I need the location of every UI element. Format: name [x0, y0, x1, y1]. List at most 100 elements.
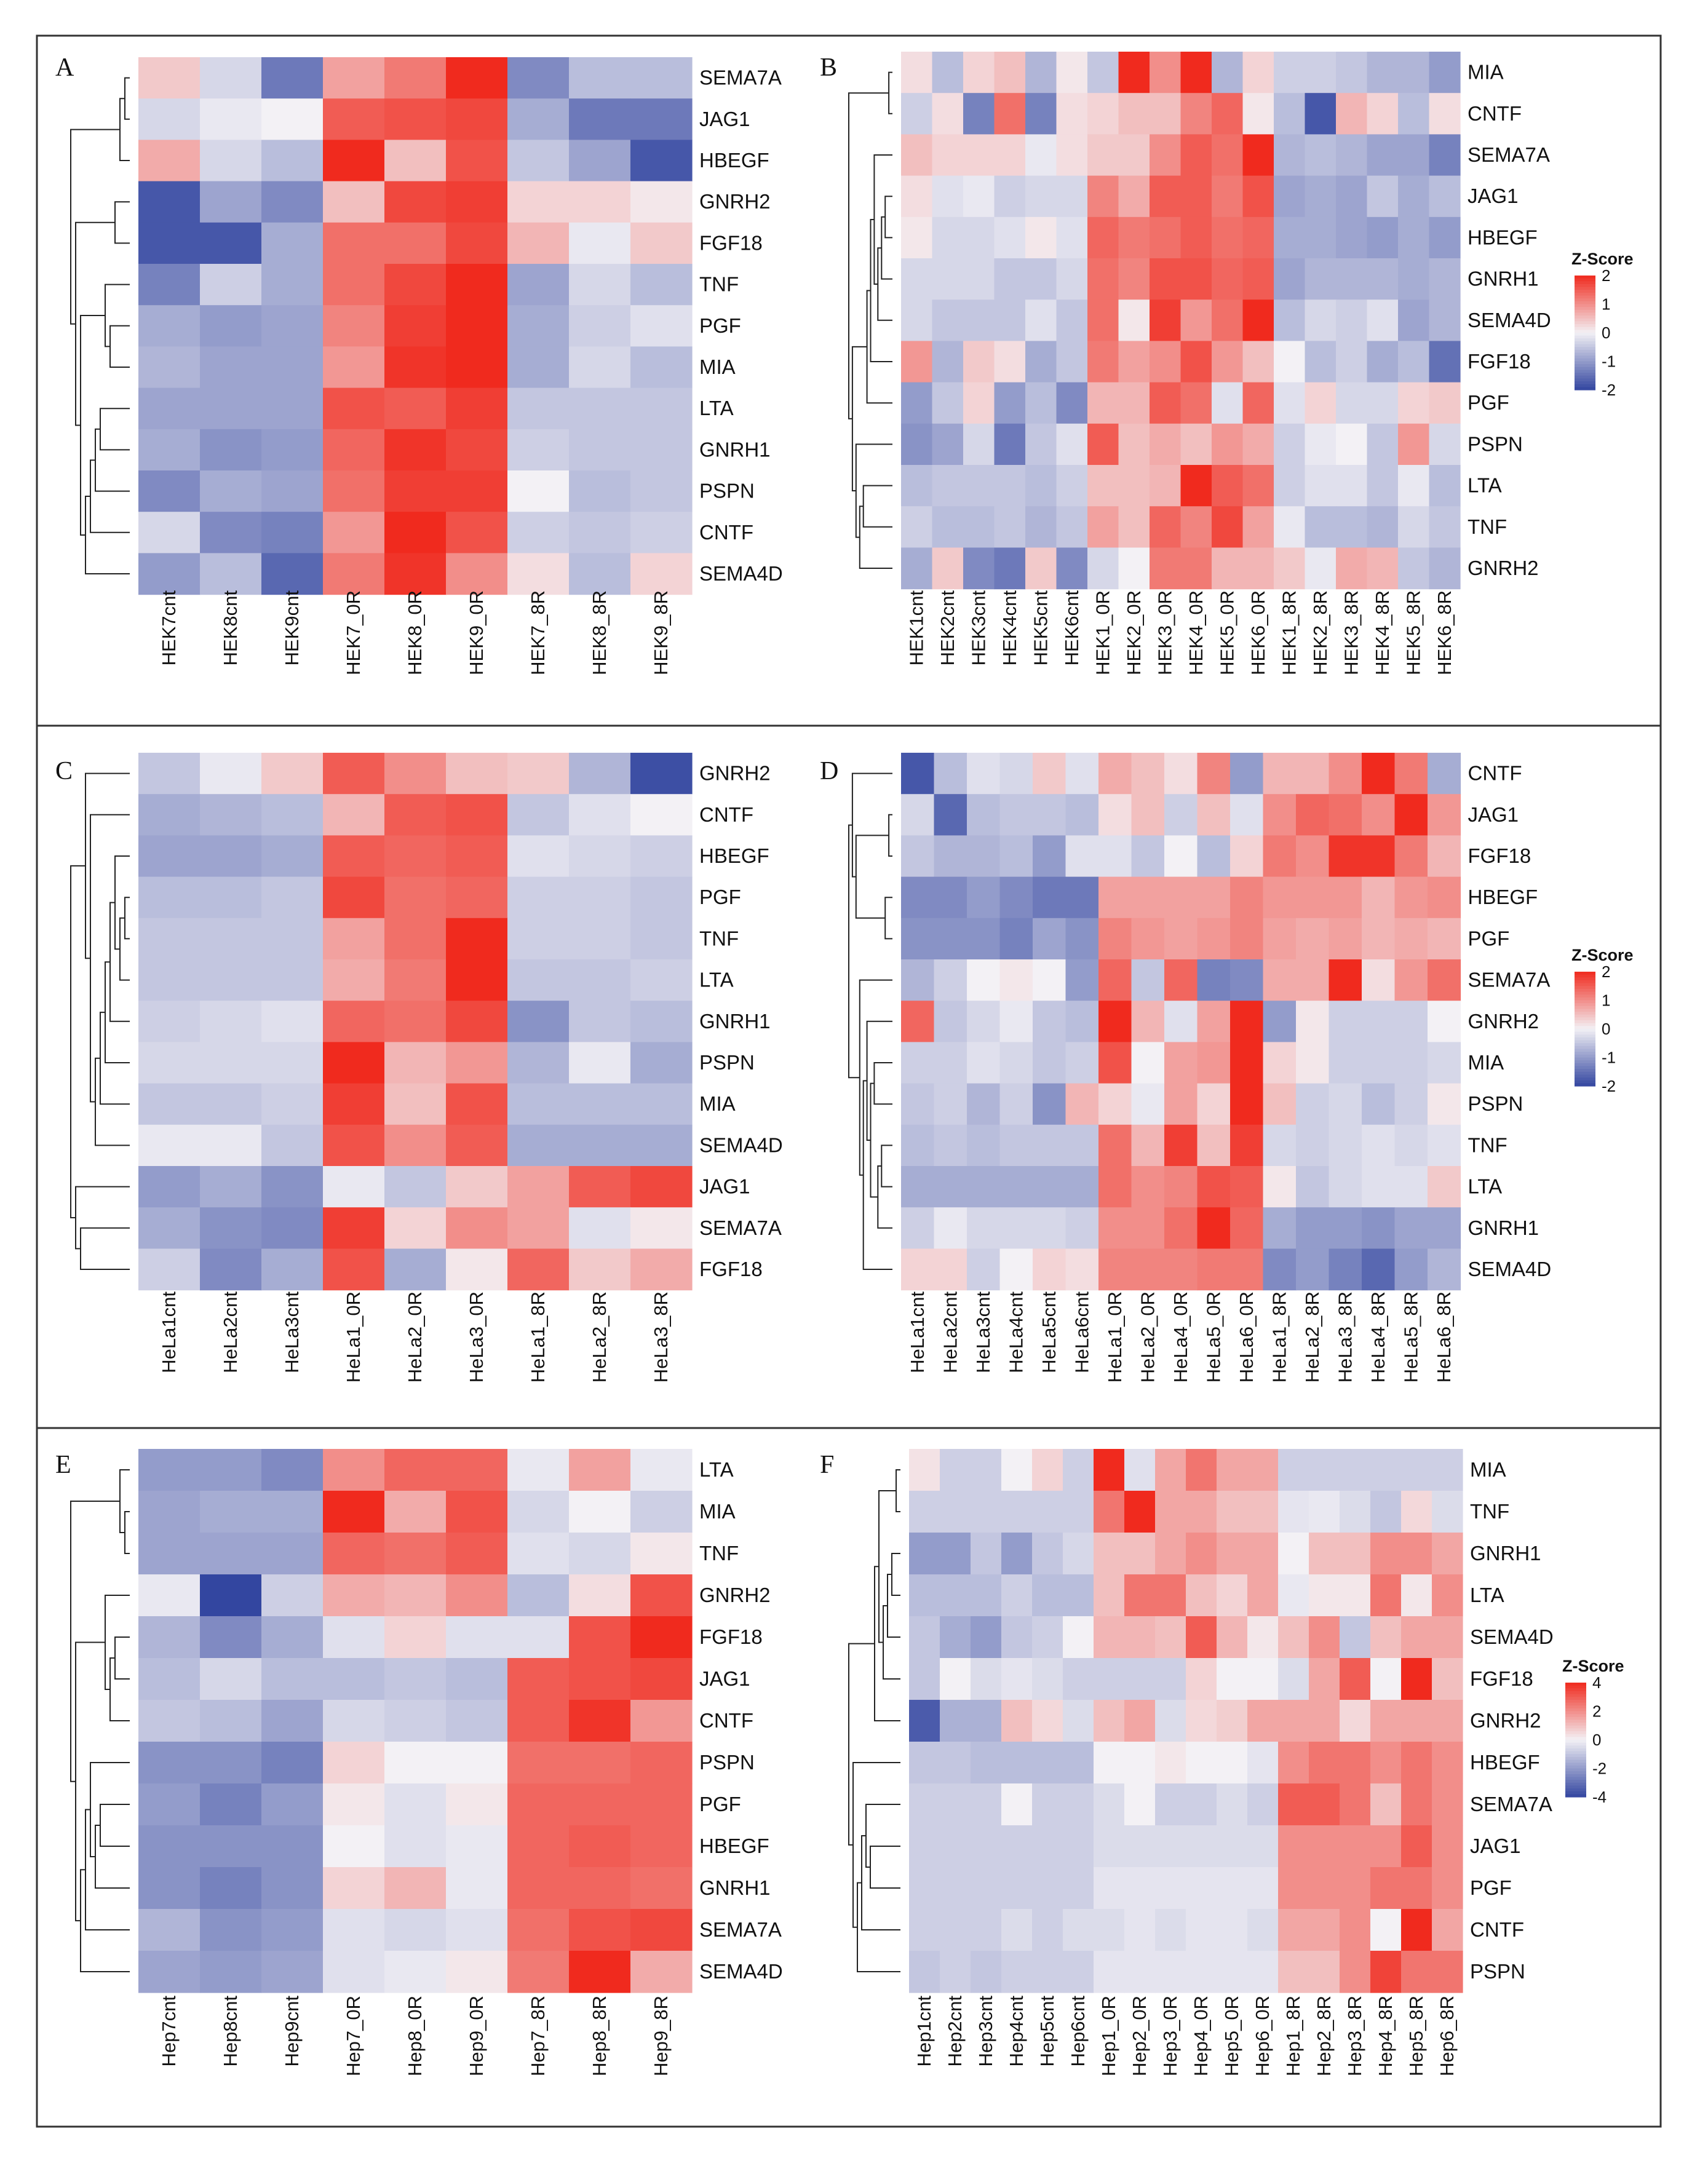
heatmap-cell — [909, 1658, 940, 1700]
row-label: JAG1 — [1468, 184, 1519, 207]
legend-color-step — [1565, 1740, 1586, 1744]
column-label: HEK6_0R — [1247, 590, 1269, 675]
heatmap-cell — [384, 794, 447, 836]
heatmap-cell — [261, 1909, 324, 1951]
column-label: Hep4cnt — [1006, 1996, 1027, 2067]
legend-tick-label: 0 — [1602, 323, 1610, 342]
heatmap-cell — [934, 1248, 967, 1291]
heatmap-cell — [138, 470, 201, 512]
heatmap-cell — [1336, 52, 1368, 93]
heatmap-cell — [1118, 341, 1150, 383]
column-label: HEK5cnt — [1030, 590, 1051, 666]
heatmap-cell — [1394, 1001, 1428, 1042]
legend-color-step — [1575, 301, 1595, 305]
heatmap-cell — [569, 1825, 631, 1868]
heatmap-cell — [138, 222, 201, 264]
heatmap-cell — [1032, 1533, 1063, 1575]
heatmap-cell — [994, 506, 1026, 548]
heatmap-cell — [1309, 1867, 1340, 1910]
row-label: GNRH1 — [699, 438, 771, 461]
heatmap-cell — [1155, 1867, 1186, 1910]
heatmap-cell — [1329, 1083, 1362, 1125]
heatmap-cell — [200, 140, 262, 182]
heatmap-cell — [323, 835, 385, 878]
heatmap-cell — [1247, 1616, 1279, 1659]
heatmap-cell — [1212, 216, 1244, 259]
legend-color-step — [1565, 1788, 1586, 1792]
column-label: HeLa4_8R — [1367, 1291, 1389, 1383]
heatmap-cell — [1180, 382, 1212, 424]
heatmap-cell — [934, 1207, 967, 1249]
legend-color-step — [1565, 1716, 1586, 1721]
heatmap-cell — [1278, 1449, 1309, 1491]
heatmap-cell — [1230, 1042, 1264, 1084]
heatmap-cell — [1432, 1825, 1463, 1868]
column-label: HeLa3cnt — [281, 1291, 303, 1373]
legend-color-step — [1575, 312, 1595, 316]
heatmap-cell — [1309, 1909, 1340, 1951]
heatmap-cell — [1217, 1616, 1248, 1659]
heatmap-cell — [909, 1825, 940, 1868]
heatmap-cell — [1118, 258, 1150, 300]
legend-color-step — [1575, 1029, 1595, 1033]
heatmap-cell — [200, 512, 262, 553]
heatmap-cell — [446, 1867, 508, 1910]
heatmap-cell — [1401, 1533, 1432, 1575]
heatmap-cell — [323, 305, 385, 347]
legend-color-step — [1575, 347, 1595, 351]
heatmap-cell — [1094, 1574, 1125, 1617]
heatmap-cell — [901, 175, 933, 218]
heatmap-cell — [446, 1951, 508, 1993]
heatmap-cell — [1247, 1533, 1279, 1575]
heatmap-cell — [200, 959, 262, 1001]
heatmap-cell — [323, 753, 385, 795]
heatmap-cell — [261, 387, 324, 430]
row-label: HBEGF — [699, 844, 769, 867]
legend-color-step — [1575, 281, 1595, 285]
row-label: JAG1 — [699, 1175, 750, 1198]
heatmap-cell — [1056, 216, 1088, 259]
heatmap-cell — [901, 794, 935, 836]
heatmap-cell — [1131, 1042, 1165, 1084]
heatmap-cell — [1367, 423, 1399, 466]
column-label: Hep6_0R — [1252, 1996, 1273, 2076]
heatmap-cell — [1186, 1449, 1217, 1491]
heatmap-cell — [1186, 1658, 1217, 1700]
heatmap-cell — [1394, 1207, 1428, 1249]
heatmap-cell — [1001, 1533, 1033, 1575]
heatmap-cell — [1305, 341, 1337, 383]
heatmap-panel-d: D CNTF JAG1 FGF18 HBEGF PGF SEMA7A GNRH2 MIA PSP… — [820, 753, 1634, 1383]
heatmap-cell — [569, 429, 631, 471]
heatmap-cell — [569, 959, 631, 1001]
heatmap-cell — [446, 1083, 508, 1125]
heatmap-cell — [1362, 876, 1396, 919]
heatmap-cell — [1401, 1825, 1432, 1868]
heatmap-cell — [261, 1867, 324, 1910]
heatmap-cell — [999, 794, 1033, 836]
heatmap-cell — [1150, 175, 1182, 218]
heatmap-cell — [999, 1124, 1033, 1167]
heatmap-cell — [384, 553, 447, 595]
heatmap-cell — [1098, 918, 1132, 960]
heatmap-cell — [1367, 52, 1399, 93]
heatmap-cell — [909, 1616, 940, 1659]
row-label: PSPN — [699, 1051, 755, 1074]
column-label: Hep9cnt — [281, 1996, 303, 2067]
heatmap-cell — [1186, 1533, 1217, 1575]
heatmap-cell — [261, 264, 324, 306]
heatmap-cell — [1180, 52, 1212, 93]
heatmap-cell — [932, 175, 964, 218]
heatmap-cell — [1197, 835, 1231, 878]
heatmap-cell — [963, 258, 995, 300]
heatmap-cell — [446, 264, 508, 306]
heatmap-cell — [1263, 794, 1297, 836]
heatmap-cell — [630, 918, 693, 960]
heatmap-cell — [1263, 1124, 1297, 1167]
heatmap-cell — [940, 1951, 971, 1993]
heatmap-cell — [323, 264, 385, 306]
heatmap-cell — [507, 1658, 570, 1700]
heatmap-cell — [323, 1207, 385, 1249]
heatmap-cell — [507, 1166, 570, 1208]
heatmap-cell — [1247, 1783, 1279, 1826]
heatmap-cell — [384, 346, 447, 389]
